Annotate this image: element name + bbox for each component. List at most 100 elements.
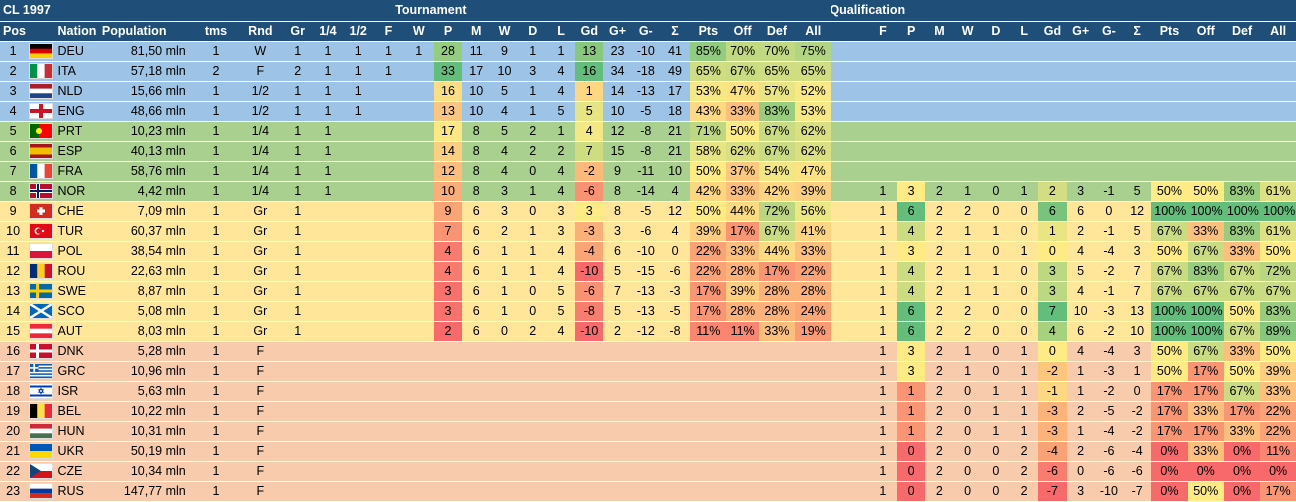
column-header[interactable]: Σ bbox=[1123, 21, 1152, 42]
column-header[interactable] bbox=[26, 21, 55, 42]
column-header[interactable]: W bbox=[490, 21, 519, 42]
cell-qgd bbox=[1038, 121, 1067, 142]
column-header[interactable]: Σ bbox=[659, 21, 691, 42]
column-header[interactable]: All bbox=[795, 21, 832, 42]
column-header[interactable]: G+ bbox=[1066, 21, 1095, 42]
cell-tw: 2 bbox=[490, 221, 519, 242]
column-header[interactable] bbox=[831, 21, 869, 42]
column-header[interactable]: D bbox=[981, 21, 1011, 42]
table-row[interactable]: 3 NLD 15,66 mln 1 1/2 1 1 1 16 10 5 1 4 1 14 -13 17 53% 47… bbox=[0, 81, 1296, 102]
column-header[interactable]: F bbox=[868, 21, 898, 42]
cell-qgm: -3 bbox=[1094, 301, 1124, 322]
cell-all: 41% bbox=[795, 221, 832, 242]
cell-pts: 50% bbox=[690, 161, 727, 182]
cell-off: 33% bbox=[726, 181, 759, 202]
cell-qdef: 83% bbox=[1223, 181, 1261, 202]
column-header[interactable]: D bbox=[518, 21, 547, 42]
header-row-groups: CL 1997 Tournament Qualification bbox=[0, 0, 1296, 22]
table-row[interactable]: 12 ROU 22,63 mln 1 Gr 1 4 6 1 1 4 -10 5 -15 -6 22% 28% 17… bbox=[0, 261, 1296, 282]
table-row[interactable]: 9 CHE 7,09 mln 1 Gr 1 9 6 3 0 3 3 8 -5 12 50% 44% 72% 56% 1… bbox=[0, 201, 1296, 222]
column-header[interactable]: Rnd bbox=[238, 21, 283, 42]
column-header[interactable]: G+ bbox=[603, 21, 632, 42]
cell-nation: CZE bbox=[54, 461, 99, 482]
column-header[interactable]: F bbox=[373, 21, 404, 42]
table-row[interactable]: 5 PRT 10,23 mln 1 1/4 1 1 17 8 5 2 1 4 12 -8 21 71% 50% 67… bbox=[0, 121, 1296, 142]
table-row[interactable]: 23 RUS 147,77 mln 1 F 1 0 2 0 0 2 -7 3 -10 -7 0% 50% 0% 17… bbox=[0, 481, 1296, 502]
cell-rnd: 1/4 bbox=[238, 181, 283, 202]
cell-rnd: F bbox=[238, 421, 283, 442]
table-row[interactable]: 20 HUN 10,31 mln 1 F 1 1 2 0 1 1 -3 1 -4 -2 17% 17% 33% 22… bbox=[0, 421, 1296, 442]
column-header[interactable]: Gd bbox=[1038, 21, 1067, 42]
column-header[interactable]: Nation bbox=[54, 21, 99, 42]
cell-f bbox=[373, 401, 404, 422]
column-header[interactable]: Def bbox=[758, 21, 796, 42]
table-row[interactable]: 17 GRC 10,96 mln 1 F 1 3 2 1 0 1 -2 1 -3 1 50% 17% 50% 39% bbox=[0, 361, 1296, 382]
table-row[interactable]: 8 NOR 4,42 mln 1 1/4 1 1 10 8 3 1 4 -6 8 -14 4 42% 33% 42%… bbox=[0, 181, 1296, 202]
cell-tms: 1 bbox=[193, 421, 239, 442]
column-header[interactable]: Pts bbox=[690, 21, 727, 42]
flag-icon bbox=[26, 481, 55, 502]
table-row[interactable]: 2 ITA 57,18 mln 2 F 2 1 1 1 33 17 10 3 4 16 34 -18 49 65% 6… bbox=[0, 61, 1296, 82]
column-header[interactable]: L bbox=[1010, 21, 1039, 42]
table-row[interactable]: 19 BEL 10,22 mln 1 F 1 1 2 0 1 1 -3 2 -5 -2 17% 33% 17% 22… bbox=[0, 401, 1296, 422]
column-header[interactable]: 1/4 bbox=[312, 21, 344, 42]
cell-m bbox=[462, 381, 491, 402]
table-row[interactable]: 6 ESP 40,13 mln 1 1/4 1 1 14 8 4 2 2 7 15 -8 21 58% 62% 67… bbox=[0, 141, 1296, 162]
cell-qf: 1 bbox=[868, 441, 898, 462]
column-header[interactable]: Pts bbox=[1151, 21, 1188, 42]
table-row[interactable]: 1 DEU 81,50 mln 1 W 1 1 1 1 1 28 11 9 1 1 13 23 -10 41 85% 7… bbox=[0, 41, 1296, 62]
cell-qw bbox=[953, 141, 982, 162]
cell-gr bbox=[282, 441, 313, 462]
column-header[interactable]: Off bbox=[1187, 21, 1224, 42]
table-row[interactable]: 18 ISR 5,63 mln 1 F 1 1 2 0 1 1 -1 1 -2 0 17% 17% 67% 33% bbox=[0, 381, 1296, 402]
cell-qgp bbox=[1066, 161, 1095, 182]
cell-qf bbox=[868, 41, 898, 62]
column-header[interactable]: L bbox=[546, 21, 576, 42]
cell-w bbox=[403, 301, 434, 322]
column-header[interactable]: M bbox=[925, 21, 954, 42]
cell-qgp: 2 bbox=[1066, 441, 1095, 462]
cell-m bbox=[462, 461, 491, 482]
table-row[interactable]: 7 FRA 58,76 mln 1 1/4 1 1 12 8 4 0 4 -2 9 -11 10 50% 37% 5… bbox=[0, 161, 1296, 182]
column-header[interactable]: G- bbox=[1094, 21, 1124, 42]
cell-p bbox=[433, 461, 463, 482]
cell-def: 57% bbox=[758, 81, 796, 102]
table-row[interactable]: 14 SCO 5,08 mln 1 Gr 1 3 6 1 0 5 -8 5 -13 -5 17% 28% 28% 2… bbox=[0, 301, 1296, 322]
cell-qsig: 13 bbox=[1123, 301, 1152, 322]
column-header[interactable]: P bbox=[897, 21, 926, 42]
column-header[interactable]: 1/2 bbox=[343, 21, 374, 42]
column-header[interactable]: P bbox=[433, 21, 463, 42]
column-header[interactable]: Pos bbox=[0, 21, 27, 42]
table-row[interactable]: 10 TUR 60,37 mln 1 Gr 1 7 6 2 1 3 -3 3 -6 4 39% 17% 67% 41… bbox=[0, 221, 1296, 242]
column-header[interactable]: tms bbox=[193, 21, 239, 42]
cell-ql: 0 bbox=[1010, 301, 1039, 322]
table-row[interactable]: 13 SWE 8,87 mln 1 Gr 1 3 6 1 0 5 -6 7 -13 -3 17% 39% 28% 2… bbox=[0, 281, 1296, 302]
column-header[interactable]: Def bbox=[1223, 21, 1261, 42]
cell-qoff: 67% bbox=[1187, 341, 1224, 362]
column-header[interactable]: M bbox=[462, 21, 491, 42]
column-header[interactable]: G- bbox=[631, 21, 660, 42]
column-header[interactable]: Population bbox=[98, 21, 194, 42]
spacer-cell bbox=[831, 181, 869, 202]
column-header[interactable]: W bbox=[953, 21, 982, 42]
cell-qp bbox=[897, 161, 926, 182]
column-header[interactable]: All bbox=[1260, 21, 1296, 42]
cell-td bbox=[518, 421, 547, 442]
cell-qoff: 33% bbox=[1187, 441, 1224, 462]
cell-pts: 22% bbox=[690, 241, 727, 262]
table-row[interactable]: 15 AUT 8,03 mln 1 Gr 1 2 6 0 2 4 -10 2 -12 -8 11% 11% 33%… bbox=[0, 321, 1296, 342]
column-header[interactable]: W bbox=[403, 21, 434, 42]
column-header[interactable]: Gd bbox=[575, 21, 604, 42]
table-row[interactable]: 4 ENG 48,66 mln 1 1/2 1 1 1 13 10 4 1 5 5 10 -5 18 43% 33%… bbox=[0, 101, 1296, 122]
column-header[interactable]: Off bbox=[726, 21, 759, 42]
table-row[interactable]: 11 POL 38,54 mln 1 Gr 1 4 6 1 1 4 -4 6 -10 0 22% 33% 44% 3… bbox=[0, 241, 1296, 262]
cell-tms: 1 bbox=[193, 121, 239, 142]
table-row[interactable]: 16 DNK 5,28 mln 1 F 1 3 2 1 0 1 0 4 -4 3 50% 67% 33% 50% bbox=[0, 341, 1296, 362]
table-row[interactable]: 21 UKR 50,19 mln 1 F 1 0 2 0 0 2 -4 2 -6 -4 0% 33% 0% 11% bbox=[0, 441, 1296, 462]
table-row[interactable]: 22 CZE 10,34 mln 1 F 1 0 2 0 0 2 -6 0 -6 -6 0% 0% 0% 0% bbox=[0, 461, 1296, 482]
column-header[interactable]: Gr bbox=[282, 21, 313, 42]
cell-qdef: 100% bbox=[1223, 201, 1261, 222]
cell-nation: SWE bbox=[54, 281, 99, 302]
cell-p: 13 bbox=[433, 101, 463, 122]
